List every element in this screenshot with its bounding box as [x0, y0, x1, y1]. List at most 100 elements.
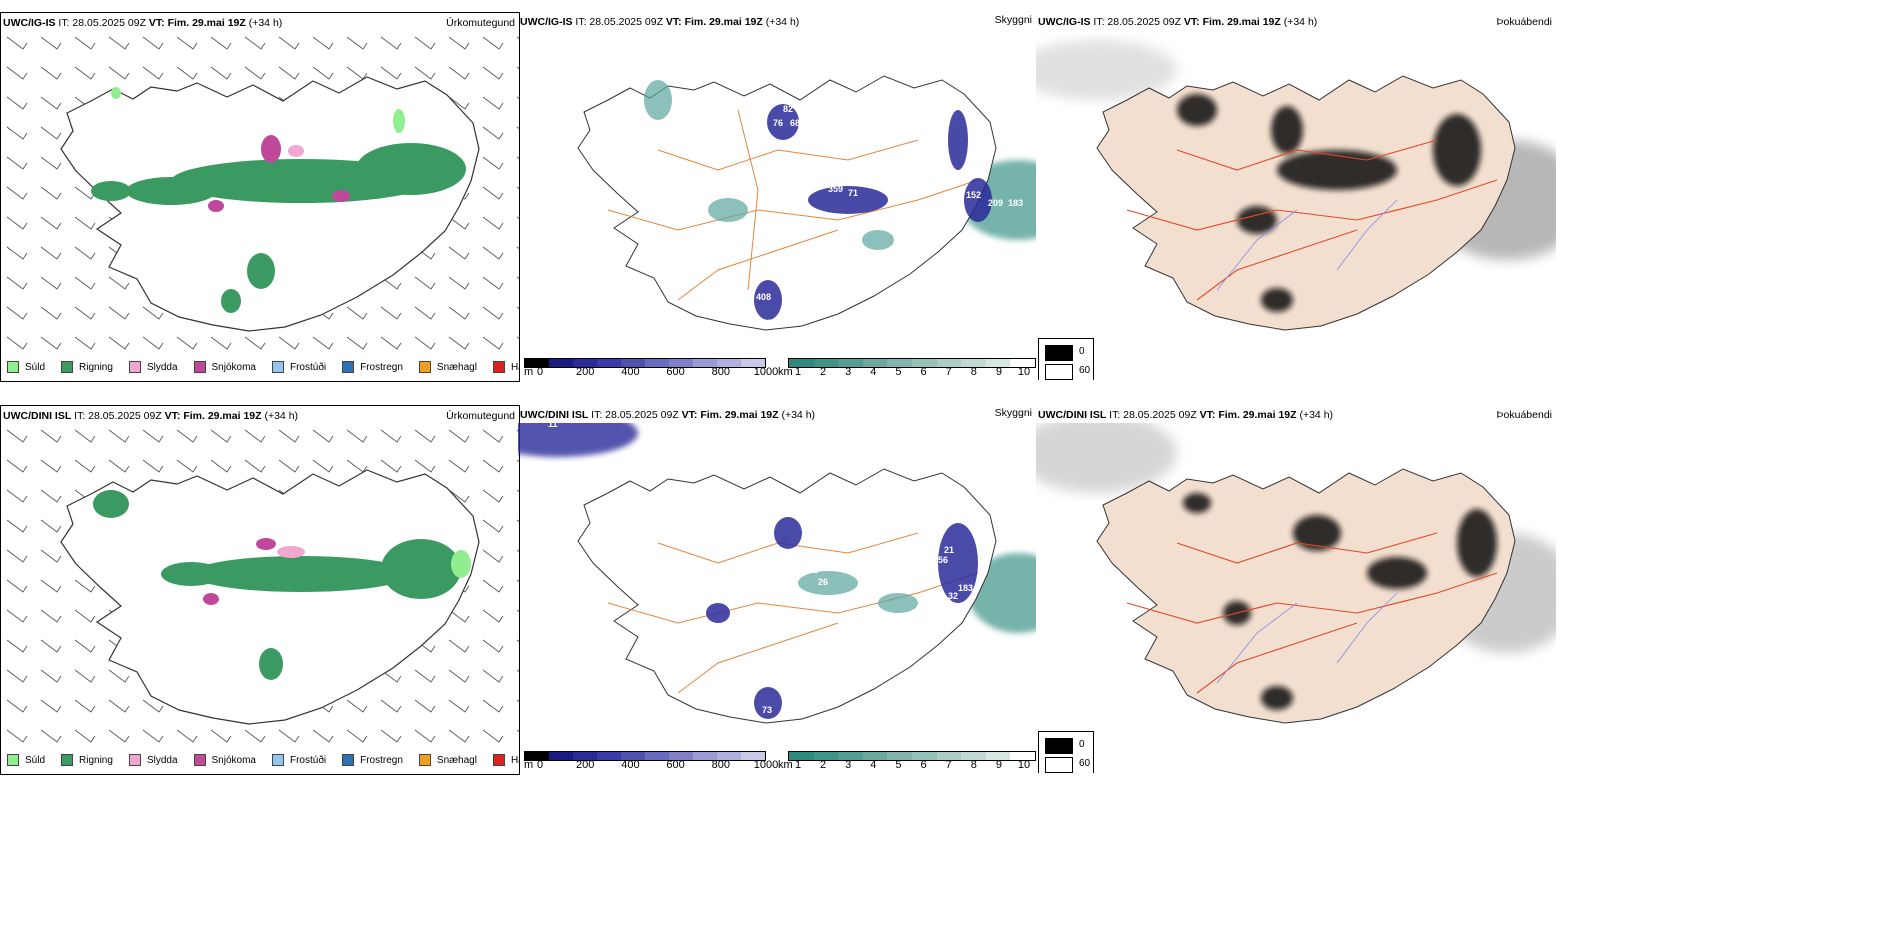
colorbar-tick: 8	[970, 759, 977, 771]
colorbar-segment	[838, 752, 863, 760]
cloud-base-colorbar	[524, 358, 766, 368]
panel-field-name: Skyggni	[994, 407, 1032, 419]
colorbar-unit: m	[524, 366, 534, 378]
panel-title: UWC/IG-IS IT: 28.05.2025 09Z VT: Fim. 29…	[1038, 16, 1318, 28]
colorbar-tick: 4	[870, 759, 877, 771]
fog-index-map	[1036, 30, 1556, 360]
legend-item-frostregn: Frostregn	[342, 754, 403, 766]
visibility-panel-1: UWC/IG-IS IT: 28.05.2025 09Z VT: Fim. 29…	[518, 12, 1036, 380]
colorbar-tick: 7	[945, 366, 952, 378]
panel-field-name: Þokuábendi	[1496, 409, 1552, 421]
colorbar-segment	[693, 359, 717, 367]
colorbar-segment	[645, 359, 669, 367]
colorbar-tick: 9	[995, 759, 1002, 771]
colorbar-tick: 2	[820, 366, 827, 378]
colorbar-segment	[597, 359, 621, 367]
legend-item-frostudi: Frostúði	[271, 361, 326, 373]
colorbar-segment	[717, 359, 741, 367]
colorbar-unit: km	[778, 759, 793, 771]
colorbar-segment	[573, 359, 597, 367]
fog-index-panel-1: UWC/IG-IS IT: 28.05.2025 09Z VT: Fim. 29…	[1036, 12, 1556, 380]
fog-index-panel-2: UWC/DINI ISL IT: 28.05.2025 09Z VT: Fim.…	[1036, 405, 1556, 773]
colorbar-tick: 5	[895, 366, 902, 378]
colorbar-segment	[838, 359, 863, 367]
legend-item-haglel: Haglél	[492, 754, 519, 766]
colorbar-tick: 800	[711, 366, 730, 378]
colorbar-tick: 1000	[753, 759, 779, 771]
peak-label: 85	[776, 196, 786, 206]
colorbar-segment	[525, 359, 549, 367]
peak-label: 11	[548, 423, 558, 429]
colorbar-tick: 600	[666, 366, 685, 378]
peak-label: 265	[754, 677, 769, 687]
peak-label: 56	[938, 555, 948, 565]
colorbar-tick: 3	[845, 366, 852, 378]
colorbar-unit: m	[524, 759, 534, 771]
colorbar-segment	[573, 752, 597, 760]
peak-label: 359	[828, 184, 843, 194]
colorbar-segment	[911, 359, 937, 367]
legend-item-rigning: Rigning	[61, 754, 113, 766]
colorbar-segment	[525, 752, 549, 760]
legend-item-slydda: Slydda	[128, 361, 178, 373]
legend-item-haglel: Haglél	[492, 361, 519, 373]
precip-legend: Súld Rigning Slydda Snjókoma Frostúði Fr…	[7, 361, 519, 373]
panel-title: UWC/DINI ISL IT: 28.05.2025 09Z VT: Fim.…	[1038, 409, 1334, 421]
peak-label: 100	[698, 190, 713, 200]
colorbar-segment	[1010, 752, 1035, 760]
legend-item-rigning: Rigning	[61, 361, 113, 373]
colorbar-segment	[549, 752, 573, 760]
colorbar-segment	[549, 359, 573, 367]
colorbar-segment	[813, 359, 839, 367]
colorbar-tick: 7	[945, 759, 952, 771]
peak-label: 534	[908, 162, 923, 172]
colorbar-segment	[813, 752, 839, 760]
fog-index-map	[1036, 423, 1556, 753]
colorbar-segment	[789, 359, 814, 367]
colorbar-tick: 5	[895, 759, 902, 771]
peak-label: 82	[783, 104, 793, 114]
panel-title: UWC/IG-IS IT: 28.05.2025 09Z VT: Fim. 29…	[3, 17, 283, 29]
colorbar-tick: 6	[920, 759, 927, 771]
colorbar-segment	[936, 752, 962, 760]
colorbar-unit: km	[778, 366, 793, 378]
peak-label: 520	[922, 134, 937, 144]
peak-label: 209	[916, 555, 931, 565]
colorbar-segment	[911, 752, 937, 760]
cloud-base-colorbar-labels: m 0 200 400 600 800 1000	[518, 759, 778, 773]
peak-label: 209	[988, 198, 1003, 208]
peak-label: 68	[790, 118, 800, 128]
colorbar-segment	[621, 752, 645, 760]
colorbar-tick: 3	[845, 759, 852, 771]
legend-item-frostudi: Frostúði	[271, 754, 326, 766]
visibility-colorbar	[788, 751, 1036, 761]
fog-index-legend: 0 60	[1038, 731, 1094, 773]
peak-label: 71	[848, 188, 858, 198]
visibility-panel-2: UWC/DINI ISL IT: 28.05.2025 09Z VT: Fim.…	[518, 405, 1036, 773]
colorbar-segment	[936, 359, 962, 367]
colorbar-segment	[985, 359, 1011, 367]
colorbar-tick: 2	[820, 759, 827, 771]
legend-item-snaehagl: Snæhagl	[418, 361, 477, 373]
colorbar-tick: 9	[995, 366, 1002, 378]
colorbar-segment	[741, 752, 765, 760]
peak-label: 73	[818, 144, 828, 154]
colorbar-segment	[887, 359, 912, 367]
peak-label: 26	[818, 577, 828, 587]
colorbar-tick: 10	[1017, 366, 1031, 378]
colorbar-tick: 0	[536, 366, 544, 378]
colorbar-tick: 1	[794, 759, 802, 771]
panel-title: UWC/DINI ISL IT: 28.05.2025 09Z VT: Fim.…	[520, 409, 816, 421]
colorbar-tick: 10	[1017, 759, 1031, 771]
colorbar-segment	[961, 752, 986, 760]
legend-item-snaehagl: Snæhagl	[418, 754, 477, 766]
legend-item-snjokoma: Snjókoma	[193, 361, 256, 373]
panel-field-name: Skyggni	[994, 14, 1032, 26]
colorbar-segment	[961, 359, 986, 367]
colorbar-tick: 1000	[753, 366, 779, 378]
colorbar-tick: 1	[794, 366, 802, 378]
